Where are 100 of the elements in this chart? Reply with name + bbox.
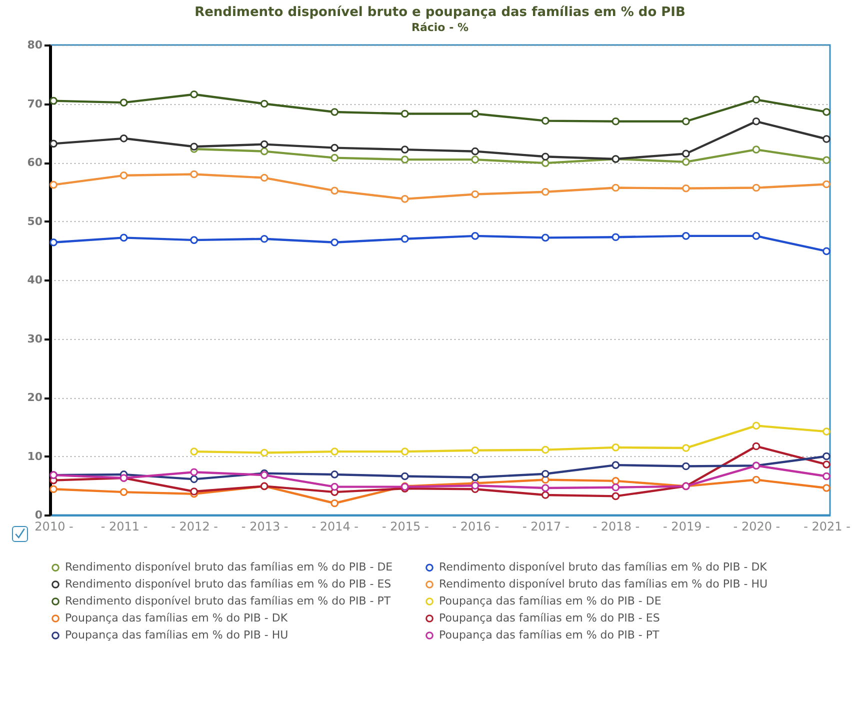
y-tick-label: 30	[27, 332, 43, 346]
point	[541, 188, 550, 196]
point	[541, 484, 550, 492]
point	[541, 234, 550, 242]
point	[330, 238, 339, 246]
point	[50, 485, 58, 494]
point	[752, 96, 760, 104]
point	[822, 156, 830, 164]
point	[190, 488, 198, 496]
x-tick-label: - 2018 -	[592, 520, 640, 534]
point	[190, 448, 198, 456]
point	[612, 233, 620, 242]
point	[541, 446, 550, 454]
point	[822, 108, 830, 116]
point	[330, 144, 339, 152]
point	[752, 232, 760, 240]
point	[612, 477, 620, 485]
point	[682, 150, 690, 158]
point	[471, 147, 480, 156]
point	[400, 110, 409, 118]
point	[330, 154, 339, 162]
point	[682, 462, 690, 470]
point	[612, 444, 620, 452]
chart-title: Rendimento disponível bruto e poupança das famílias em % do PIB	[194, 5, 686, 20]
point	[400, 146, 409, 154]
point	[471, 482, 480, 490]
point	[682, 184, 690, 192]
chart-subtitle: Rácio - %	[412, 21, 468, 34]
point	[822, 452, 830, 460]
point	[752, 117, 760, 126]
y-tick-label: 20	[27, 391, 43, 404]
point	[612, 483, 620, 492]
x-tick-label: - 2019 -	[663, 520, 710, 534]
point	[822, 135, 830, 143]
point	[822, 484, 830, 492]
point	[330, 470, 339, 478]
point	[120, 98, 128, 106]
point	[260, 140, 268, 148]
point	[471, 156, 480, 164]
point	[120, 172, 128, 180]
legend-label: Rendimento disponível bruto das famílias em % do PIB - HU	[439, 578, 768, 590]
point	[400, 234, 409, 243]
point	[541, 152, 550, 161]
point	[190, 170, 198, 178]
point	[822, 247, 830, 256]
point	[471, 110, 480, 118]
point	[260, 448, 268, 457]
point	[120, 134, 128, 142]
point	[50, 96, 58, 105]
point	[612, 492, 620, 500]
legend-label: Poupança das famílias em % do PIB - PT	[439, 628, 660, 642]
point	[190, 236, 198, 244]
y-tick-label: 80	[27, 38, 43, 52]
point	[822, 472, 830, 480]
point	[682, 117, 690, 126]
point	[752, 442, 760, 450]
legend-label: Rendimento disponível bruto das famílias em % do PIB - ES	[65, 578, 392, 590]
legend-label: Rendimento disponível bruto das famílias em % do PIB - DK	[439, 560, 768, 574]
y-tick-label: 50	[27, 214, 43, 228]
point	[612, 184, 620, 192]
point	[400, 156, 409, 164]
point	[50, 238, 58, 246]
point	[471, 232, 480, 240]
x-tick-label: - 2021 -	[804, 520, 850, 534]
x-tick-label: - 2016 -	[452, 520, 500, 534]
point	[260, 234, 268, 243]
point	[682, 444, 690, 452]
point	[190, 90, 198, 98]
point	[541, 470, 550, 478]
legend-label: Poupança das famílias em % do PIB - HU	[65, 628, 288, 642]
point	[330, 499, 339, 508]
y-tick-label: 10	[27, 450, 43, 463]
point	[330, 108, 339, 116]
legend-label: Poupança das famílias em % do PIB - DE	[439, 594, 662, 608]
point	[400, 195, 409, 203]
y-tick-label: 0	[34, 508, 43, 522]
x-tick-label: - 2020 -	[733, 520, 780, 534]
point	[682, 158, 690, 166]
point	[50, 140, 58, 148]
point	[471, 473, 480, 482]
x-tick-label: - 2015 -	[382, 520, 429, 534]
point	[682, 232, 690, 240]
point	[612, 117, 620, 126]
point	[190, 142, 198, 151]
x-tick-label: - 2017 -	[522, 520, 570, 534]
point	[260, 100, 268, 108]
y-tick-label: 40	[27, 274, 43, 286]
legend-label: Rendimento disponível bruto das famílias em % do PIB - DE	[65, 560, 393, 574]
legend-label: Rendimento disponível bruto das famílias em % do PIB - PT	[65, 594, 391, 608]
point	[471, 446, 480, 454]
x-tick-label: - 2013 -	[241, 520, 288, 534]
point	[752, 422, 760, 430]
point	[822, 460, 830, 468]
legend-label: Poupança das famílias em % do PIB - DK	[65, 612, 288, 624]
point	[50, 180, 58, 189]
point	[752, 184, 760, 192]
point	[612, 461, 620, 469]
point	[330, 448, 339, 456]
x-tick-label: - 2011 -	[100, 520, 148, 534]
point	[822, 180, 830, 188]
